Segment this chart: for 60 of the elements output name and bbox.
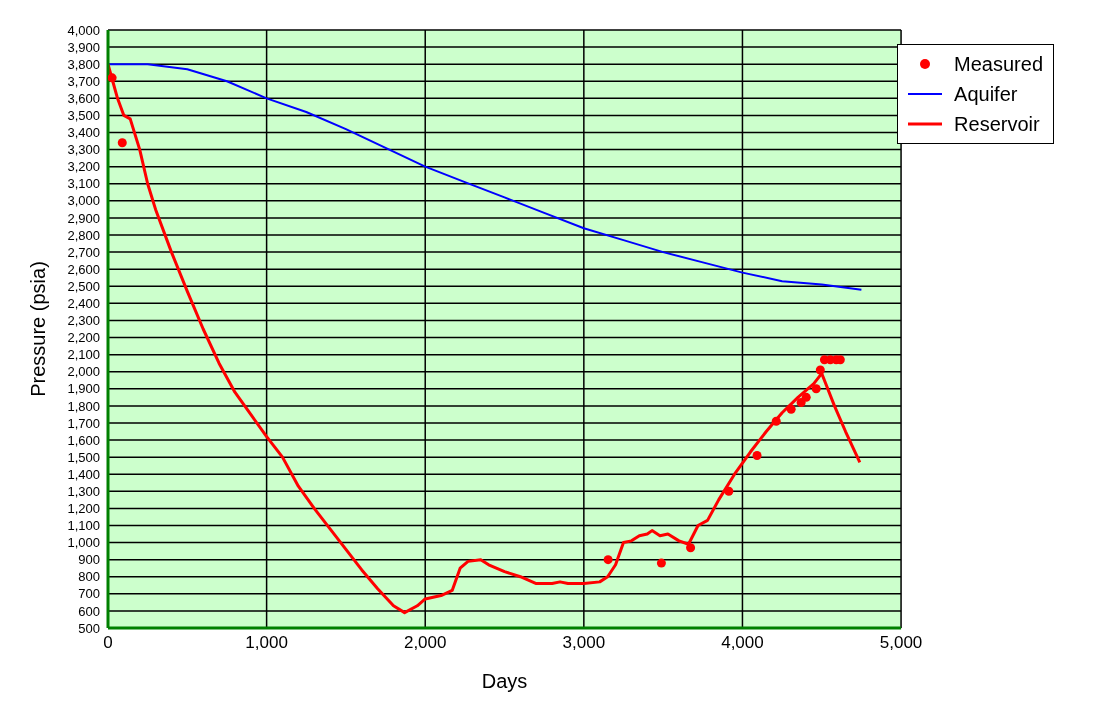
y-tick-label: 3,700 [67, 73, 100, 89]
y-tick-label: 3,500 [67, 108, 100, 124]
x-tick-label: 5,000 [879, 633, 923, 653]
x-tick-label: 2,000 [403, 633, 447, 653]
y-axis-title: Pressure (psia) [27, 261, 50, 397]
legend-label: Reservoir [954, 112, 1040, 137]
point [801, 392, 811, 402]
y-tick-label: 1,100 [67, 518, 100, 534]
y-tick-label: 2,400 [67, 295, 100, 311]
y-tick-label: 1,800 [67, 398, 100, 414]
y-tick-label: 2,700 [67, 244, 100, 260]
y-tick-label: 600 [78, 603, 100, 619]
y-tick-label: 4,000 [67, 22, 100, 38]
x-tick-label: 0 [103, 633, 113, 653]
point [786, 404, 796, 414]
x-axis-title: Days [481, 670, 528, 692]
point [603, 555, 613, 565]
point [752, 450, 762, 460]
y-tick-label: 1,500 [67, 449, 100, 465]
x-tick-label: 3,000 [562, 633, 606, 653]
x-tick-label: 4,000 [721, 633, 764, 653]
y-tick-label: 3,000 [67, 193, 100, 209]
x-tick-label: 1,000 [245, 633, 288, 653]
y-tick-label: 1,600 [67, 432, 100, 448]
point [811, 384, 821, 394]
point [108, 73, 117, 83]
y-tick-label: 2,000 [67, 364, 100, 380]
y-tick-label: 500 [78, 620, 100, 636]
line-series [108, 63, 863, 291]
y-tick-label: 1,200 [67, 501, 100, 517]
y-tick-label: 2,900 [67, 210, 100, 226]
y-tick-label: 2,200 [67, 330, 100, 346]
point [724, 486, 734, 496]
y-tick-label: 1,000 [67, 535, 100, 551]
y-tick-label: 2,600 [67, 261, 100, 277]
y-tick-label: 1,300 [67, 483, 100, 499]
point [686, 543, 696, 553]
point [815, 365, 825, 375]
y-tick-label: 3,400 [67, 125, 100, 141]
y-tick-label: 2,300 [67, 313, 100, 329]
y-tick-label: 3,900 [67, 39, 100, 55]
y-tick-label: 3,600 [67, 90, 100, 106]
y-tick-label: 1,700 [67, 415, 100, 431]
y-tick-label: 900 [78, 552, 100, 568]
legend-label: Aquifer [954, 82, 1018, 107]
y-tick-label: 800 [78, 569, 100, 585]
y-tick-label: 3,800 [67, 56, 100, 72]
y-tick-label: 1,900 [67, 381, 100, 397]
y-tick-label: 2,500 [67, 278, 100, 294]
point [771, 416, 781, 426]
y-tick-label: 2,800 [67, 227, 100, 243]
y-tick-label: 1,400 [67, 466, 100, 482]
legend-label: Measured [954, 52, 1043, 77]
y-tick-label: 3,300 [67, 142, 100, 158]
y-tick-label: 2,100 [67, 347, 100, 363]
y-tick-label: 700 [78, 586, 100, 602]
point [117, 138, 127, 148]
point [656, 558, 666, 568]
y-tick-label: 3,200 [67, 159, 100, 175]
y-tick-label: 3,100 [67, 176, 100, 192]
